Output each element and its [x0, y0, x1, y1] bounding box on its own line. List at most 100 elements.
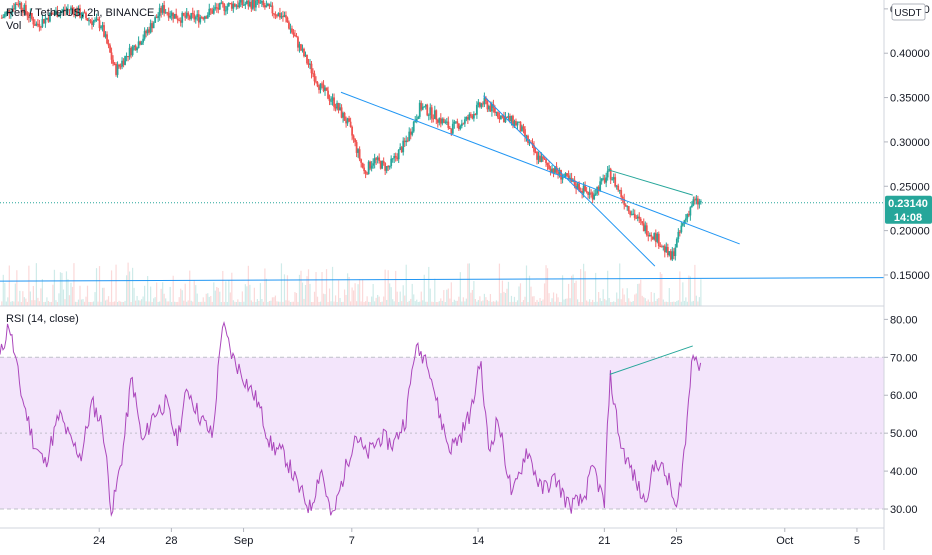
candle-body	[26, 12, 29, 17]
candle-body	[515, 121, 517, 126]
volume-bar	[195, 285, 197, 306]
volume-bar	[555, 293, 558, 306]
candle-body	[217, 7, 220, 10]
candle-body	[104, 34, 107, 37]
volume-bar	[494, 301, 496, 306]
candle-body	[566, 173, 568, 176]
rsi-title: RSI (14, close)	[6, 313, 79, 325]
volume-bar	[688, 275, 690, 306]
candle-body	[322, 84, 325, 91]
volume-bar	[652, 301, 654, 306]
candle-body	[390, 158, 393, 167]
volume-bar	[232, 300, 234, 306]
candle-body	[513, 121, 516, 126]
candle-body	[539, 155, 541, 163]
candle-body	[41, 19, 44, 27]
volume-bar	[61, 272, 63, 306]
volume-bar	[377, 294, 379, 306]
candle-body	[244, 3, 247, 5]
candle-body	[352, 135, 355, 139]
volume-bar	[456, 300, 458, 306]
candle-body	[331, 97, 334, 101]
candle-body	[605, 177, 608, 183]
candle-body	[636, 216, 639, 219]
candle-body	[460, 123, 463, 127]
last-price-value: 0.23140	[888, 198, 928, 210]
candle-body	[325, 87, 328, 91]
volume-bar	[189, 270, 191, 306]
volume-bar	[486, 299, 489, 306]
volume-bar	[1, 301, 3, 306]
time-axis-label: Oct	[776, 535, 793, 547]
volume-bar	[485, 297, 487, 306]
volume-bar	[43, 301, 45, 306]
candle-body	[2, 16, 5, 18]
volume-bar	[542, 299, 544, 306]
volume-bar	[103, 287, 105, 306]
candle-body	[109, 45, 111, 53]
volume-bar	[321, 272, 323, 306]
volume-bar	[159, 301, 161, 306]
candle-body	[345, 120, 347, 124]
candle-body	[510, 115, 513, 122]
volume-bar	[661, 273, 663, 306]
volume-bar	[572, 274, 574, 306]
candle-body	[370, 165, 373, 169]
candle-body	[11, 8, 14, 13]
candle-body	[484, 97, 487, 102]
volume-bar	[501, 280, 504, 306]
candle-body	[271, 5, 274, 14]
volume-bar	[628, 298, 630, 306]
candle-body	[385, 166, 388, 171]
volume-bar	[673, 301, 675, 306]
candle-body	[142, 38, 145, 43]
volume-bar	[665, 301, 667, 306]
volume-bar	[20, 301, 22, 306]
volume-bar	[207, 293, 209, 306]
candle-body	[635, 217, 638, 219]
candle-body	[127, 56, 129, 58]
volume-bar	[625, 301, 627, 306]
volume-bar	[689, 276, 691, 306]
candle-body	[38, 24, 41, 27]
candle-body	[330, 100, 332, 102]
candle-body	[456, 121, 459, 124]
volume-bar	[503, 291, 505, 306]
candle-body	[3, 13, 6, 17]
volume-bar	[682, 282, 684, 306]
candle-body	[394, 156, 397, 158]
candle-body	[536, 151, 538, 160]
volume-bar	[653, 292, 655, 306]
volume-bar	[543, 283, 546, 306]
candle-body	[148, 29, 151, 33]
volume-bar	[537, 301, 540, 306]
volume-bar	[629, 301, 631, 306]
candle-body	[35, 23, 38, 26]
candle-body	[80, 17, 83, 19]
volume-bar	[100, 301, 102, 306]
volume-bar	[115, 264, 117, 306]
candle-body	[176, 18, 179, 21]
candle-body	[131, 46, 134, 56]
candle-body	[140, 42, 143, 45]
volume-bar	[148, 301, 150, 306]
volume-bar	[691, 301, 693, 306]
volume-bar	[533, 296, 535, 306]
volume-bar	[407, 301, 409, 306]
currency-badge[interactable]: USDT	[891, 3, 926, 21]
candle-body	[185, 12, 188, 18]
candle-body	[15, 3, 18, 5]
volume-bar	[307, 269, 310, 306]
volume-bar	[632, 300, 634, 306]
channel-upper-line	[340, 91, 740, 245]
volume-bar	[398, 301, 400, 306]
volume-bar	[150, 286, 152, 306]
volume-bar	[241, 291, 243, 306]
volume-bar	[244, 284, 246, 306]
volume-bar	[301, 282, 304, 306]
volume-bar	[437, 302, 439, 306]
volume-bar	[234, 301, 236, 306]
volume-bar	[587, 301, 589, 306]
candle-body	[270, 5, 272, 7]
